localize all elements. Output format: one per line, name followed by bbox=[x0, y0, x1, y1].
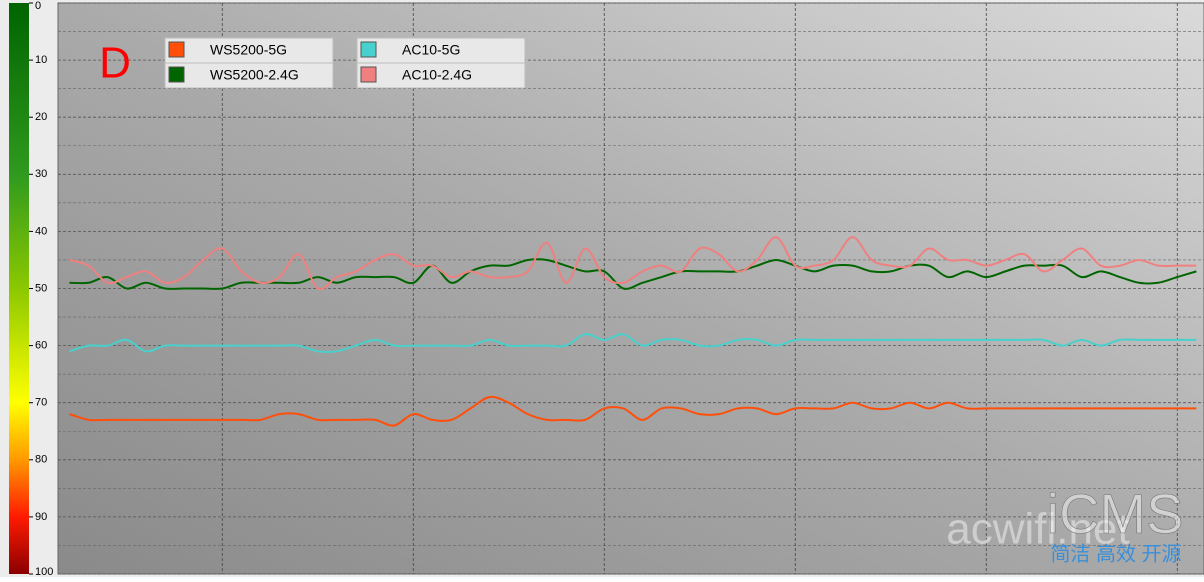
y-tick-label: 60 bbox=[35, 340, 47, 352]
color-scale bbox=[9, 3, 29, 574]
series-line bbox=[69, 333, 1197, 354]
y-tick-label: 10 bbox=[35, 54, 47, 66]
watermark: 简洁 高效 开源 bbox=[1050, 542, 1181, 565]
y-tick-label: 90 bbox=[35, 511, 47, 523]
watermark: iCMS bbox=[1047, 482, 1184, 545]
legend-swatch bbox=[360, 41, 377, 58]
y-tick-label: 100 bbox=[35, 566, 53, 577]
series-line bbox=[69, 236, 1197, 291]
y-tick-label: 50 bbox=[35, 282, 47, 294]
y-tick-label: 40 bbox=[35, 225, 47, 237]
legend-label: AC10-5G bbox=[402, 42, 460, 58]
legend-swatch bbox=[168, 66, 185, 83]
series-line bbox=[69, 395, 1197, 427]
legend-box bbox=[164, 62, 334, 89]
y-tick-label: 70 bbox=[35, 397, 47, 409]
legend-swatch bbox=[360, 66, 377, 83]
legend-label: WS5200-5G bbox=[210, 42, 287, 58]
legend-label: AC10-2.4G bbox=[402, 67, 472, 83]
legend-box bbox=[164, 37, 334, 64]
y-tick-label: 30 bbox=[35, 168, 47, 180]
watermark: acwifi.net bbox=[946, 505, 1129, 554]
legend-label: WS5200-2.4G bbox=[210, 67, 299, 83]
legend-box bbox=[356, 37, 526, 64]
chart-title: D bbox=[99, 39, 131, 88]
legend-swatch bbox=[168, 41, 185, 58]
y-tick-label: 80 bbox=[35, 454, 47, 466]
y-tick-label: 0 bbox=[35, 0, 41, 12]
y-tick-label: 20 bbox=[35, 111, 47, 123]
legend-box bbox=[356, 62, 526, 89]
